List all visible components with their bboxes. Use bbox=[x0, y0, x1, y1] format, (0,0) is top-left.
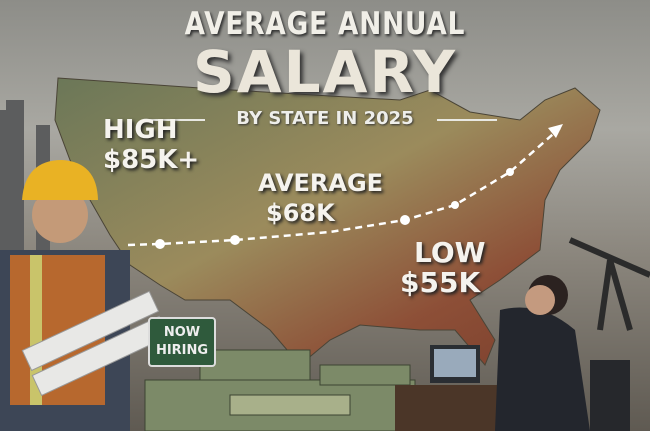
label-high: HIGH $85K+ bbox=[103, 115, 199, 175]
trend-point bbox=[155, 239, 165, 249]
trend-point bbox=[400, 215, 410, 225]
subtitle: BY STATE IN 2025 bbox=[236, 108, 414, 129]
office-worker-illustration bbox=[395, 275, 630, 431]
label-average: AVERAGE $68K bbox=[258, 168, 383, 228]
arrow-head-icon bbox=[548, 124, 563, 138]
trend-point bbox=[451, 201, 459, 209]
construction-worker-illustration bbox=[0, 160, 170, 431]
sign-line1: NOW bbox=[163, 325, 201, 340]
us-map bbox=[54, 77, 601, 366]
sign-line2: HIRING bbox=[155, 343, 209, 358]
title-line1: AVERAGE ANNUAL bbox=[184, 6, 466, 42]
now-hiring-sign: NOW HIRING bbox=[148, 317, 216, 367]
trend-arrow bbox=[127, 127, 561, 247]
label-high-value: $85K+ bbox=[103, 145, 200, 175]
subtitle-divider bbox=[145, 119, 205, 121]
subtitle-divider bbox=[437, 119, 497, 121]
trend-point bbox=[506, 168, 514, 176]
money-pile-illustration bbox=[144, 349, 416, 431]
label-high-title: HIGH bbox=[103, 115, 178, 145]
label-low-title: LOW bbox=[414, 236, 486, 269]
oil-pump-illustration bbox=[568, 237, 650, 331]
label-low-value: $55K bbox=[400, 266, 481, 299]
label-average-title: AVERAGE bbox=[258, 169, 384, 197]
label-average-value: $68K bbox=[266, 199, 335, 227]
title-main: SALARY bbox=[193, 38, 457, 106]
trend-point bbox=[230, 235, 240, 245]
label-low: LOW $55K bbox=[400, 238, 486, 298]
